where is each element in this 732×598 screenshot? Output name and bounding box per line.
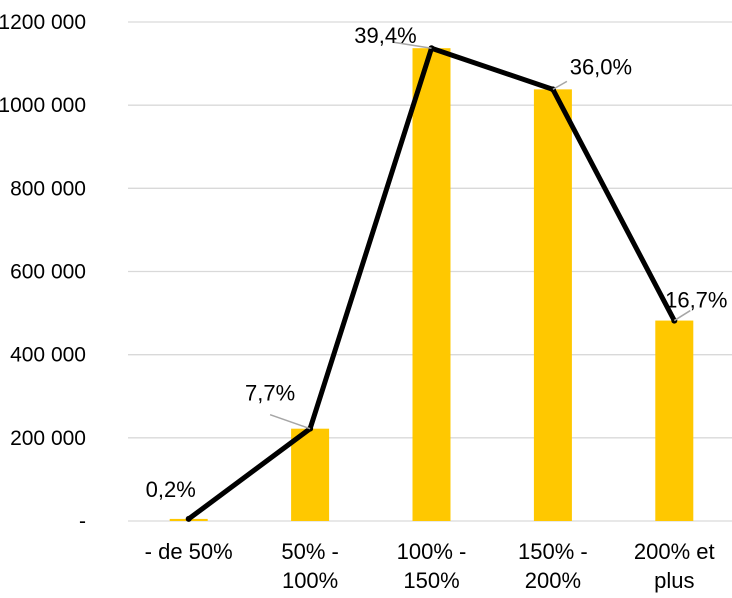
data-label-leader (553, 81, 567, 89)
bar-series (170, 48, 694, 521)
x-axis-category-labels: - de 50% 50% - 100% 100% - 150% 150% - 200% 200… (145, 539, 715, 593)
y-tick-label: - (79, 510, 86, 533)
x-category-label: 50% - (281, 539, 338, 564)
y-axis-tick-labels: - 200 000 400 000 600 000 800 000 1000 000 120… (0, 11, 86, 533)
x-category-label: 100% (282, 568, 338, 593)
x-category-label: 150% (403, 568, 459, 593)
y-tick-label: 800 000 (10, 177, 86, 200)
line-point (186, 516, 192, 522)
data-label: 7,7% (245, 381, 295, 406)
x-category-label: 150% - (518, 539, 588, 564)
x-category-label: 200% et (634, 539, 715, 564)
x-category-label: - de 50% (145, 539, 233, 564)
y-tick-label: 600 000 (10, 261, 86, 284)
x-category-label: 100% - (397, 539, 467, 564)
data-label: 0,2% (146, 477, 196, 502)
data-label-leader (270, 415, 310, 429)
y-tick-label: 400 000 (10, 344, 86, 367)
bar (534, 89, 572, 521)
data-label: 36,0% (570, 54, 632, 79)
bar (655, 321, 693, 521)
data-label: 39,4% (354, 23, 416, 48)
y-tick-label: 200 000 (10, 427, 86, 450)
y-tick-label: 1000 000 (0, 94, 86, 117)
x-category-label: 200% (525, 568, 581, 593)
bar (413, 48, 451, 521)
data-label: 16,7% (665, 288, 727, 313)
x-category-label: plus (654, 568, 694, 593)
bar (291, 429, 329, 521)
y-tick-label: 1200 000 (0, 11, 86, 34)
